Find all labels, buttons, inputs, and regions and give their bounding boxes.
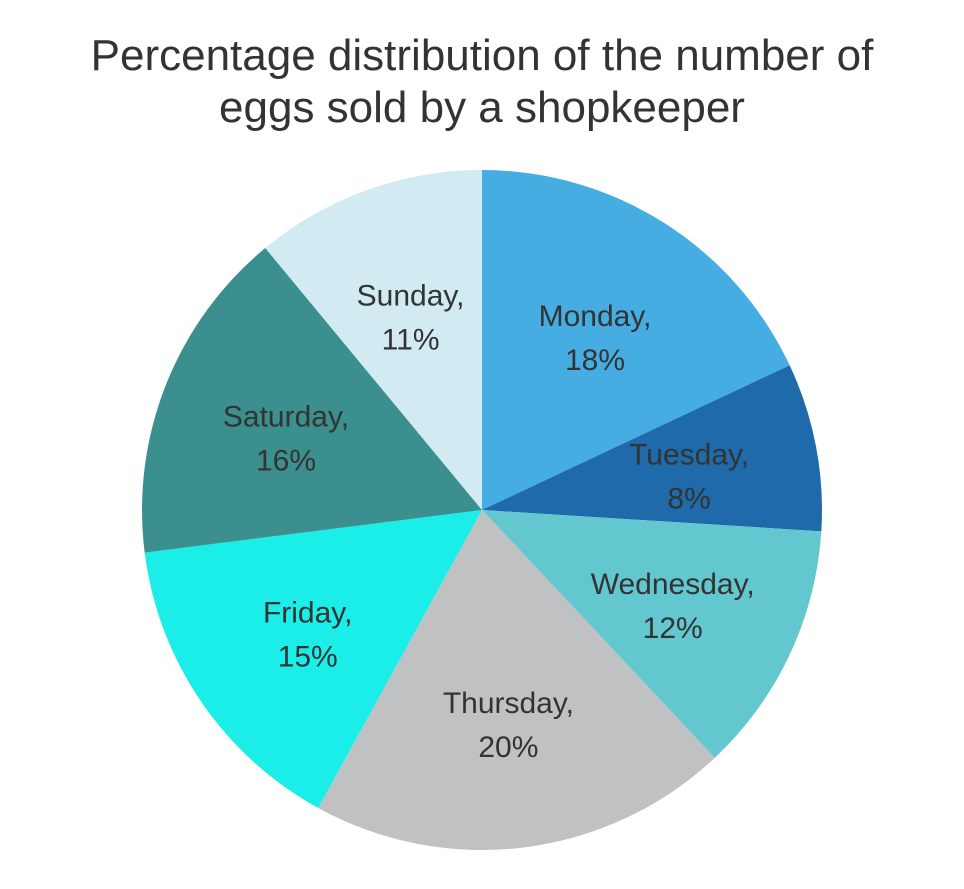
pie-slice-wednesday <box>482 510 822 758</box>
data-label-friday-name: Friday, <box>263 597 352 630</box>
pie-slices <box>142 170 823 851</box>
chart-title: Percentage distribution of the number of… <box>0 30 964 134</box>
chart-title-line-1: Percentage distribution of the number of <box>90 31 874 80</box>
data-label-friday: Friday, 15% <box>263 597 352 674</box>
data-label-thursday: Thursday, 20% <box>443 687 574 764</box>
chart-title-line-2: eggs sold by a shopkeeper <box>219 83 745 132</box>
data-label-thursday-value: 20% <box>478 731 538 764</box>
pie-labels: Monday, 18% Tuesday, 8% Wednesday, 12% Thursda… <box>223 280 755 764</box>
data-label-friday-value: 15% <box>278 641 338 674</box>
data-label-saturday-name: Saturday, <box>223 400 349 433</box>
pie-slice-friday <box>144 510 482 808</box>
data-label-sunday-name: Sunday, <box>357 280 465 313</box>
data-label-tuesday-value: 8% <box>667 483 710 516</box>
pie-slice-sunday <box>265 170 482 510</box>
data-label-monday-value: 18% <box>565 344 625 377</box>
data-label-sunday: Sunday, 11% <box>357 280 465 357</box>
pie-slice-tuesday <box>482 365 823 532</box>
data-label-monday-name: Monday, <box>539 300 652 333</box>
data-label-tuesday-name: Tuesday, <box>629 439 749 472</box>
pie-slice-thursday <box>318 510 715 851</box>
data-label-wednesday: Wednesday, 12% <box>591 568 755 645</box>
data-label-wednesday-value: 12% <box>643 612 703 645</box>
pie-slice-monday <box>482 170 790 510</box>
pie-slice-saturday <box>142 248 482 553</box>
data-label-monday: Monday, 18% <box>539 300 652 377</box>
data-label-saturday-value: 16% <box>256 444 316 477</box>
data-label-tuesday: Tuesday, 8% <box>629 439 749 516</box>
data-label-sunday-value: 11% <box>382 324 440 357</box>
data-label-thursday-name: Thursday, <box>443 687 574 720</box>
data-label-saturday: Saturday, 16% <box>223 400 349 477</box>
data-label-wednesday-name: Wednesday, <box>591 568 755 601</box>
